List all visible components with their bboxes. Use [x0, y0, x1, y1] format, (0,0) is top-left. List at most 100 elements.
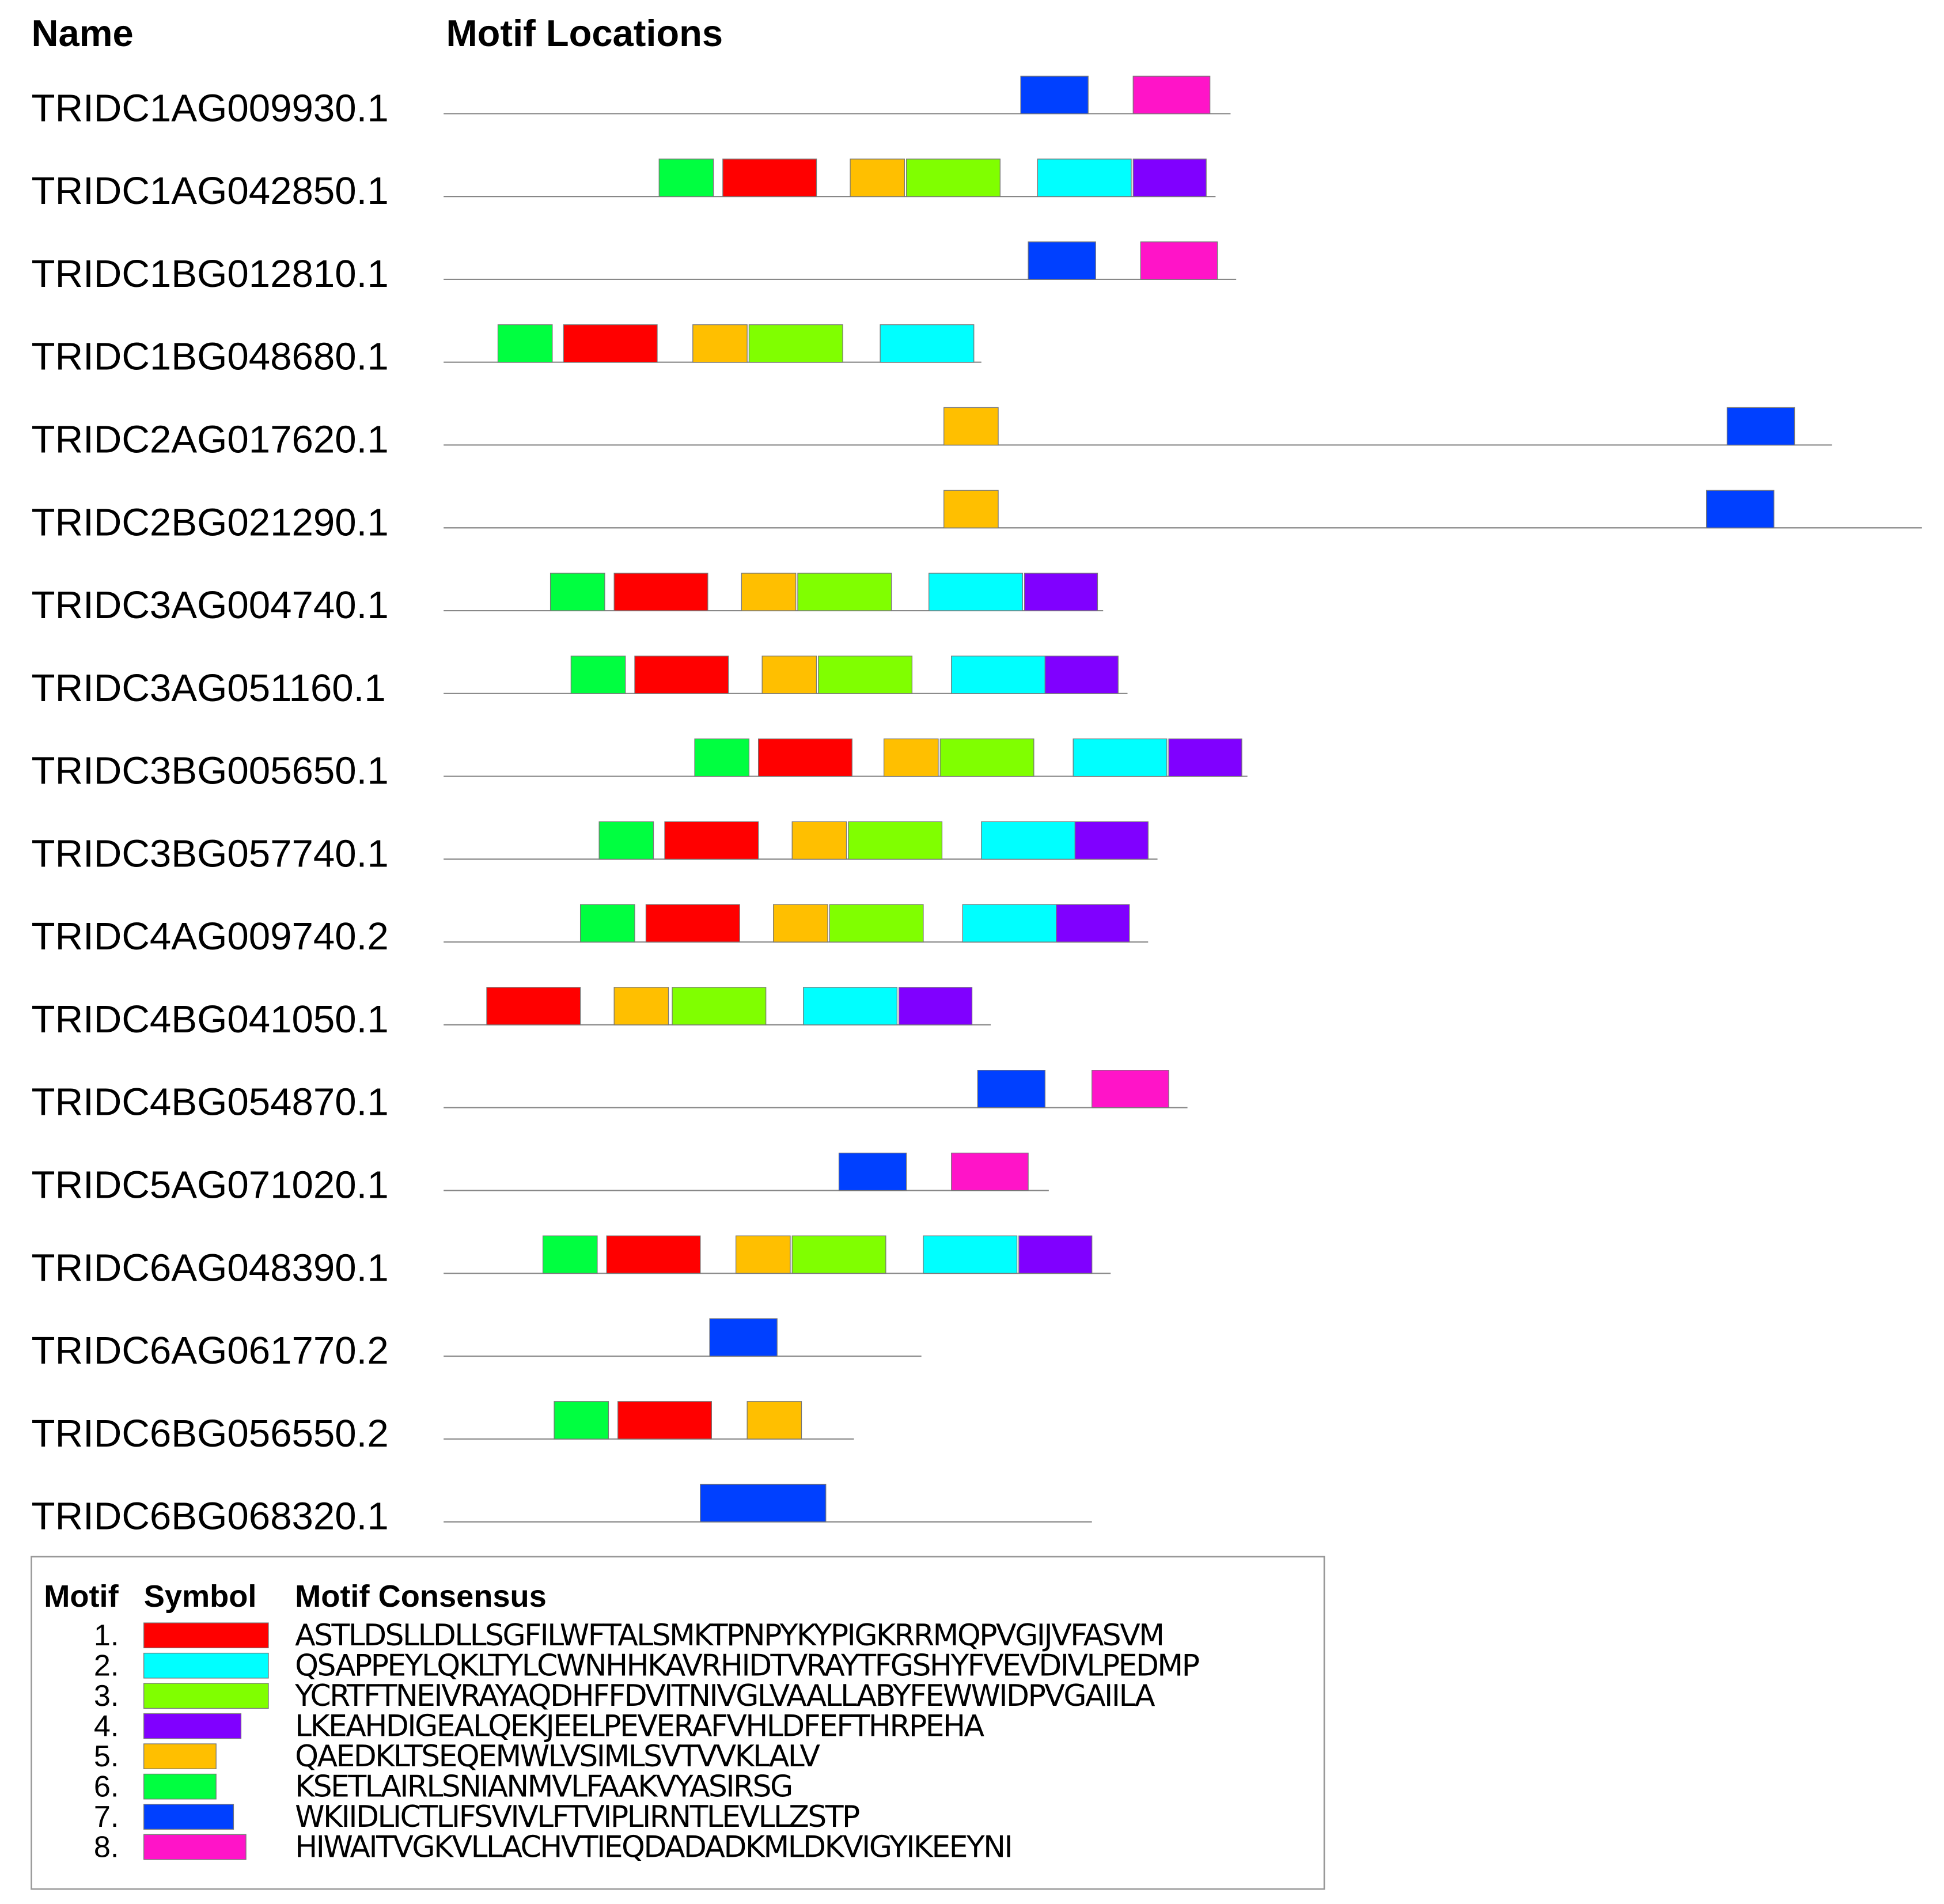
- motif-site: [898, 987, 973, 1025]
- motif-consensus: LKEAHDIGEALQEKJEELPEVERAFVHLDFEFTHRPEHA: [295, 1709, 984, 1744]
- motif-site: [977, 1070, 1046, 1108]
- motif-symbol: [143, 1652, 269, 1679]
- motif-site: [962, 904, 1057, 942]
- motif-site: [761, 656, 817, 694]
- motif-site: [951, 1152, 1029, 1191]
- motif-site: [1140, 241, 1218, 280]
- motif-site: [722, 158, 817, 197]
- motif-site: [1028, 241, 1096, 280]
- motif-site: [1037, 158, 1132, 197]
- legend-header: Motif Consensus: [295, 1579, 547, 1614]
- motif-site: [1073, 738, 1168, 777]
- motif-site: [617, 1401, 712, 1440]
- motif-site: [746, 1401, 802, 1440]
- motif-consensus: QAEDKLTSEQEMWLVSIMLSVTVVKLALV: [295, 1739, 820, 1774]
- sequence-name: TRIDC4BG041050.1: [32, 998, 389, 1041]
- motif-site: [735, 1235, 791, 1274]
- motif-symbol: [143, 1804, 234, 1830]
- motif-site: [758, 738, 852, 777]
- motif-site: [486, 987, 581, 1025]
- sequence-name: TRIDC4AG009740.2: [32, 915, 389, 958]
- sequence-name: TRIDC6BG068320.1: [32, 1495, 389, 1538]
- sequence-name: TRIDC3AG004740.1: [32, 584, 389, 627]
- motif-site: [634, 656, 729, 694]
- motif-number: 5.: [94, 1740, 119, 1773]
- motif-site: [1044, 656, 1119, 694]
- motif-site: [838, 1152, 907, 1191]
- motif-number: 1.: [94, 1619, 119, 1652]
- motif-site: [905, 158, 1001, 197]
- sequence-name: TRIDC6BG056550.2: [32, 1412, 389, 1455]
- sequence-name: TRIDC1BG048680.1: [32, 335, 389, 378]
- motif-site: [1168, 738, 1242, 777]
- motif-site: [741, 573, 797, 611]
- motif-site: [943, 490, 999, 528]
- legend-header: Motif: [44, 1579, 119, 1614]
- motif-site: [943, 407, 999, 446]
- motif-site: [923, 1235, 1018, 1274]
- motif-consensus: ASTLDSLLDLLSGFILWFTALSMKTPNPYKYPIGKRRMQP…: [295, 1618, 1163, 1653]
- motif-symbol: [143, 1683, 269, 1709]
- motif-site: [939, 738, 1034, 777]
- motif-site: [598, 821, 654, 860]
- motif-site: [929, 573, 1023, 611]
- motif-site: [570, 656, 626, 694]
- motif-site: [850, 158, 905, 197]
- motif-site: [497, 324, 553, 363]
- motif-site: [1132, 75, 1211, 114]
- sequence-name: TRIDC5AG071020.1: [32, 1164, 389, 1207]
- motif-site: [1074, 821, 1149, 860]
- motif-site: [848, 821, 943, 860]
- motif-site: [818, 656, 913, 694]
- motif-site: [829, 904, 924, 942]
- motif-site: [694, 738, 750, 777]
- motif-symbol: [143, 1834, 247, 1860]
- motif-site: [563, 324, 658, 363]
- sequence-name: TRIDC2AG017620.1: [32, 418, 389, 461]
- motif-site: [658, 158, 714, 197]
- motif-site: [1020, 75, 1089, 114]
- motif-site: [700, 1483, 827, 1523]
- motif-site: [606, 1235, 701, 1274]
- motif-site: [554, 1401, 609, 1440]
- motif-consensus: KSETLAIRLSNIANMVLFAAKVYASIRSG: [295, 1769, 792, 1804]
- motif-site: [692, 324, 748, 363]
- motif-site: [672, 987, 767, 1025]
- motif-site: [883, 738, 939, 777]
- motif-site: [803, 987, 898, 1025]
- motif-symbol: [143, 1743, 217, 1770]
- motif-site: [1056, 904, 1130, 942]
- legend-box: [31, 1555, 1325, 1890]
- motif-site: [773, 904, 828, 942]
- sequence-name: TRIDC2BG021290.1: [32, 501, 389, 544]
- motif-site: [645, 904, 740, 942]
- motif-site: [1024, 573, 1098, 611]
- motif-site: [613, 987, 669, 1025]
- motif-site: [579, 904, 635, 942]
- motif-site: [550, 573, 605, 611]
- motif-site: [951, 656, 1046, 694]
- motif-site: [1706, 490, 1775, 528]
- motif-number: 6.: [94, 1770, 119, 1803]
- motif-site: [791, 821, 847, 860]
- motif-symbol: [143, 1713, 242, 1739]
- motif-number: 8.: [94, 1830, 119, 1864]
- motif-site: [1018, 1235, 1093, 1274]
- motif-symbol: [143, 1773, 217, 1800]
- motif-site: [748, 324, 843, 363]
- motif-site: [880, 324, 975, 363]
- sequence-name: TRIDC1AG042850.1: [32, 169, 389, 213]
- locations-header: Motif Locations: [446, 12, 723, 54]
- sequence-name: TRIDC3BG057740.1: [32, 832, 389, 875]
- motif-consensus: HIWAITVGKVLLACHVTIEQDADADKMLDKVIGYIKEEYN…: [295, 1830, 1011, 1864]
- sequence-name: TRIDC6AG048390.1: [32, 1246, 389, 1289]
- sequence-name: TRIDC1AG009930.1: [32, 86, 389, 130]
- motif-site: [1132, 158, 1207, 197]
- motif-number: 2.: [94, 1649, 119, 1683]
- motif-number: 7.: [94, 1800, 119, 1834]
- motif-consensus: YCRTFTNEIVRAYAQDHFFDVITNIVGLVAALLABYFEWW…: [294, 1679, 1155, 1713]
- motif-site: [542, 1235, 598, 1274]
- motif-site: [797, 573, 892, 611]
- sequence-name: TRIDC6AG061770.2: [32, 1329, 389, 1372]
